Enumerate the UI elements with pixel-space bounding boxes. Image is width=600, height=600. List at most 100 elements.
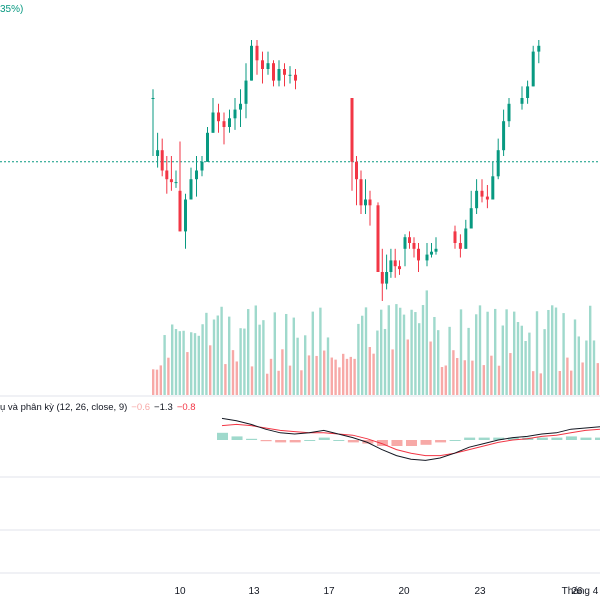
volume-bar: [212, 319, 216, 395]
volume-bar: [539, 373, 542, 395]
volume-bar: [281, 349, 284, 395]
macd-histogram-bar: [449, 440, 461, 441]
volume-bar: [228, 316, 231, 395]
volume-bar: [452, 350, 455, 395]
macd-histogram-bar: [435, 440, 447, 443]
macd-histogram-bar: [464, 437, 476, 440]
candle-body: [272, 63, 275, 81]
candle-body: [195, 170, 198, 180]
macd-histogram-bar: [275, 440, 287, 443]
candle-body: [398, 266, 401, 270]
candlestick-series: [151, 40, 541, 301]
macd-histogram-bar: [231, 436, 243, 440]
candle-body: [507, 103, 511, 122]
candle-body: [189, 179, 193, 200]
volume-bar: [516, 322, 520, 395]
candle-body: [250, 45, 253, 81]
candle-body: [464, 228, 468, 249]
macd-legend: ụ và phân kỳ (12, 26, close, 9) −0.6 −1.3−…: [0, 402, 196, 413]
volume-bar: [273, 312, 276, 395]
volume-bar: [543, 329, 546, 395]
candle-body: [520, 98, 524, 104]
volume-bar: [235, 361, 238, 395]
volume-bar: [254, 305, 257, 395]
volume-bar: [471, 360, 474, 395]
candle-body: [368, 199, 372, 206]
volume-bar: [554, 307, 558, 395]
candle-body: [376, 205, 380, 272]
volume-bar: [326, 337, 330, 395]
candle-body: [537, 45, 541, 52]
candle-body: [425, 254, 429, 261]
volume-bar: [482, 365, 485, 395]
macd-line: [221, 417, 600, 461]
volume-bar: [425, 290, 428, 395]
candle-body: [485, 196, 489, 200]
macd-histogram-bar: [347, 440, 359, 443]
volume-bar: [418, 323, 421, 395]
candle-body: [222, 121, 226, 127]
volume-bar: [167, 357, 170, 395]
volume-bar: [152, 369, 155, 395]
volume-bar: [277, 370, 280, 395]
volume-bar: [532, 371, 535, 395]
candle-body: [531, 51, 535, 87]
volume-bar: [368, 347, 371, 395]
volume-bar: [399, 307, 402, 395]
volume-bar: [528, 332, 531, 395]
volume-bar: [372, 353, 375, 395]
macd-histogram-bar: [246, 438, 258, 440]
volume-bar: [159, 365, 162, 395]
x-tick-label: Tháng 4: [562, 586, 599, 597]
candle-body: [417, 248, 420, 261]
macd-histogram-bar: [551, 437, 563, 440]
volume-bar: [387, 305, 390, 395]
macd-histogram-bar: [260, 440, 272, 442]
volume-bar: [383, 328, 387, 395]
volume-bar: [456, 357, 459, 395]
macd-histogram-bar: [376, 440, 388, 446]
macd-histogram-bar: [333, 440, 345, 441]
volume-bar: [566, 357, 569, 395]
candle-body: [364, 199, 367, 206]
candle-body: [385, 272, 389, 284]
volume-bar: [258, 324, 261, 395]
volume-bar: [406, 339, 409, 395]
volume-bar: [171, 324, 174, 395]
candle-body: [255, 45, 259, 61]
candle-body: [283, 69, 286, 75]
x-tick-label: 26: [571, 586, 583, 597]
candle-body: [526, 86, 530, 98]
candle-body: [288, 74, 292, 76]
macd-histogram-bar: [420, 440, 432, 445]
volume-bar: [547, 309, 550, 395]
candle-body: [174, 182, 178, 184]
volume-bar: [467, 327, 470, 395]
volume-bar: [174, 329, 178, 395]
candle-body: [475, 190, 479, 209]
candle-body: [412, 243, 416, 249]
volume-bar: [239, 328, 242, 395]
candle-body: [469, 208, 473, 229]
candle-body: [244, 80, 248, 104]
volume-bar: [414, 312, 417, 395]
volume-bar: [421, 305, 425, 395]
volume-bar: [224, 364, 227, 395]
volume-bar: [357, 323, 360, 395]
candle-body: [355, 161, 358, 180]
macd-histogram-bar: [217, 432, 228, 440]
volume-bar: [463, 360, 466, 395]
candle-body: [151, 98, 155, 99]
volume-bar: [209, 345, 212, 395]
macd-histogram-bar: [595, 437, 600, 440]
macd-histogram-bar: [391, 440, 403, 446]
volume-bar: [296, 337, 299, 395]
volume-bar: [243, 328, 246, 395]
candle-body: [393, 260, 397, 267]
volume-bar: [589, 305, 592, 395]
volume-bar: [304, 335, 307, 395]
macd-signal-value: −0.8: [176, 402, 196, 413]
volume-bar: [323, 350, 326, 395]
candle-body: [277, 69, 281, 81]
